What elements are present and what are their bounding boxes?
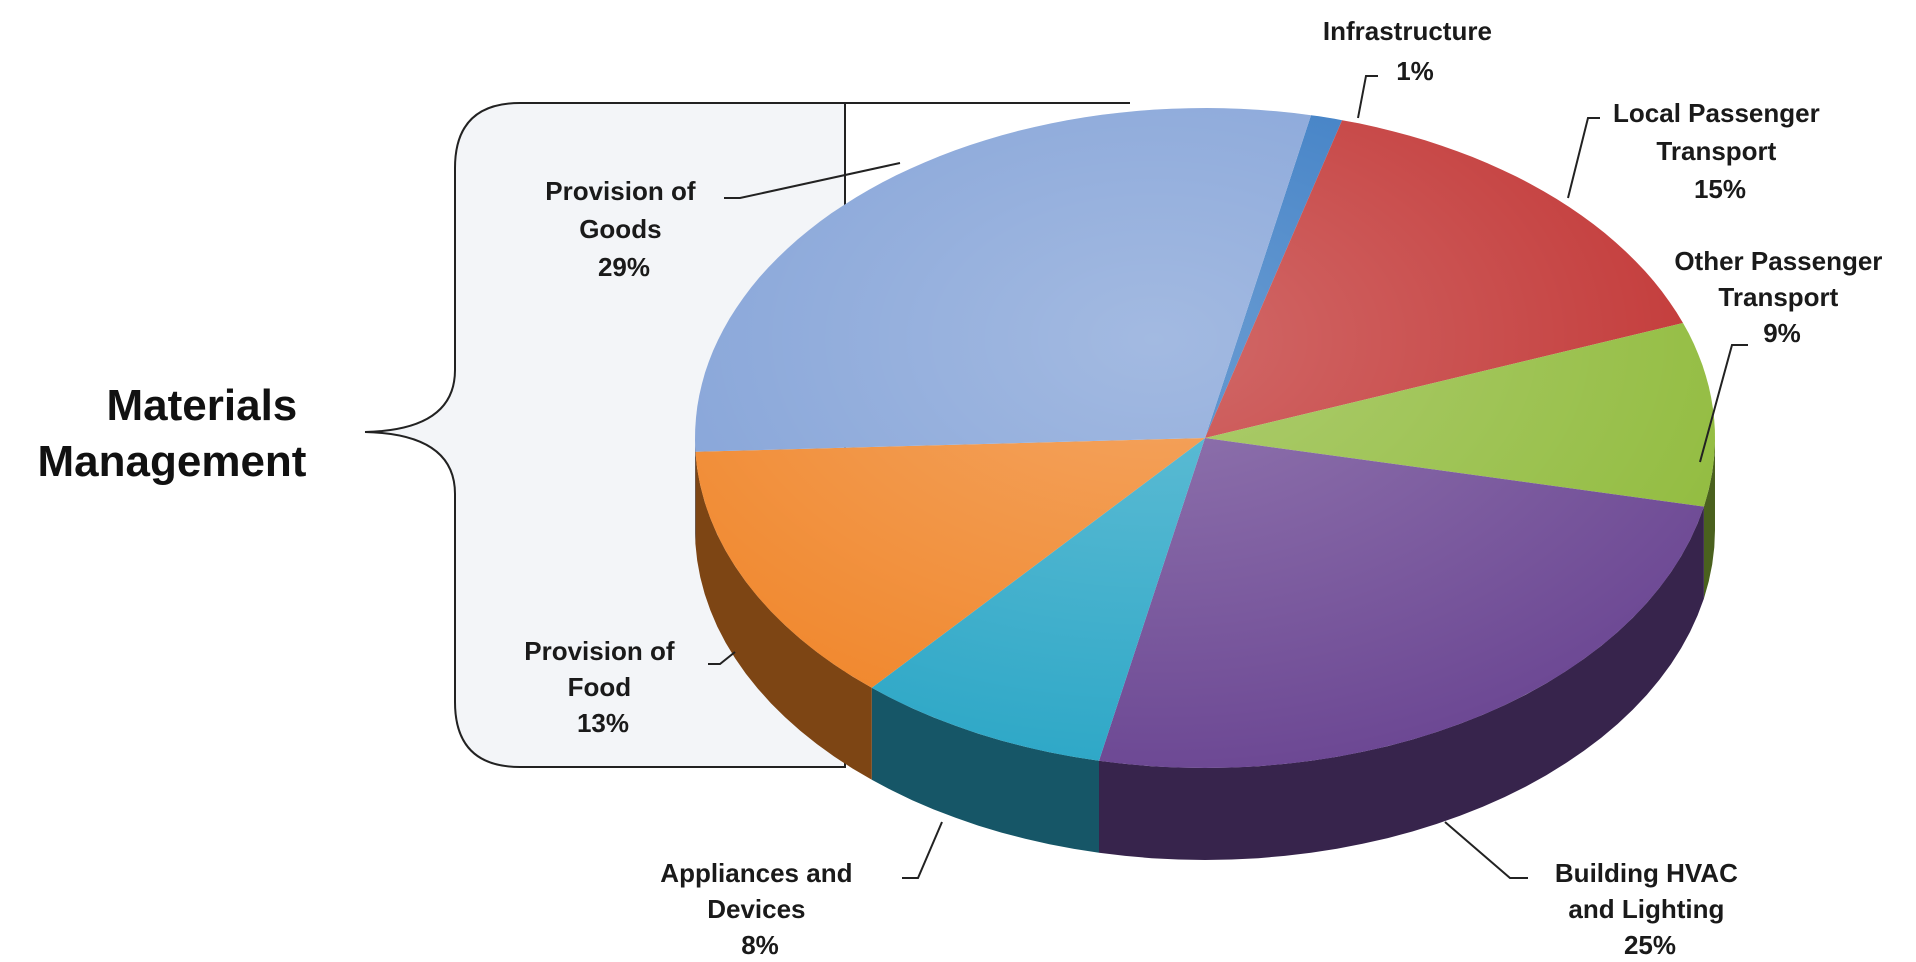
- label-appliances-and-devices: Appliances and Devices 8%: [660, 858, 859, 960]
- leader-infrastructure: [1357, 75, 1378, 119]
- label-provision-of-food: Provision of Food 13%: [524, 636, 681, 738]
- leader-provision-of-goods: [724, 162, 901, 199]
- slice-labels: Infrastructure 1% Local Passenger Transp…: [38, 16, 1889, 960]
- label-infrastructure: Infrastructure 1%: [1323, 16, 1499, 86]
- label-other-passenger-transport: Other Passenger Transport 9%: [1674, 246, 1889, 348]
- label-building-hvac-and-lighting: Building HVAC and Lighting 25%: [1555, 858, 1745, 960]
- leader-building-hvac: [1444, 821, 1528, 879]
- leader-appliances-devices: [902, 821, 943, 879]
- label-provision-of-goods: Provision of Goods 29%: [545, 176, 702, 282]
- label-local-passenger-transport: Local Passenger Transport 15%: [1613, 98, 1827, 204]
- pie-top: [695, 108, 1715, 768]
- leader-lines: [708, 75, 1748, 879]
- leader-other-passenger-transport: [1699, 344, 1748, 463]
- leader-local-passenger-transport: [1567, 117, 1600, 199]
- leader-provision-of-food: [708, 651, 736, 665]
- slice-side-building-hvac-and-lighting: [1099, 506, 1704, 860]
- label-materials-management: Materials Management: [38, 381, 310, 486]
